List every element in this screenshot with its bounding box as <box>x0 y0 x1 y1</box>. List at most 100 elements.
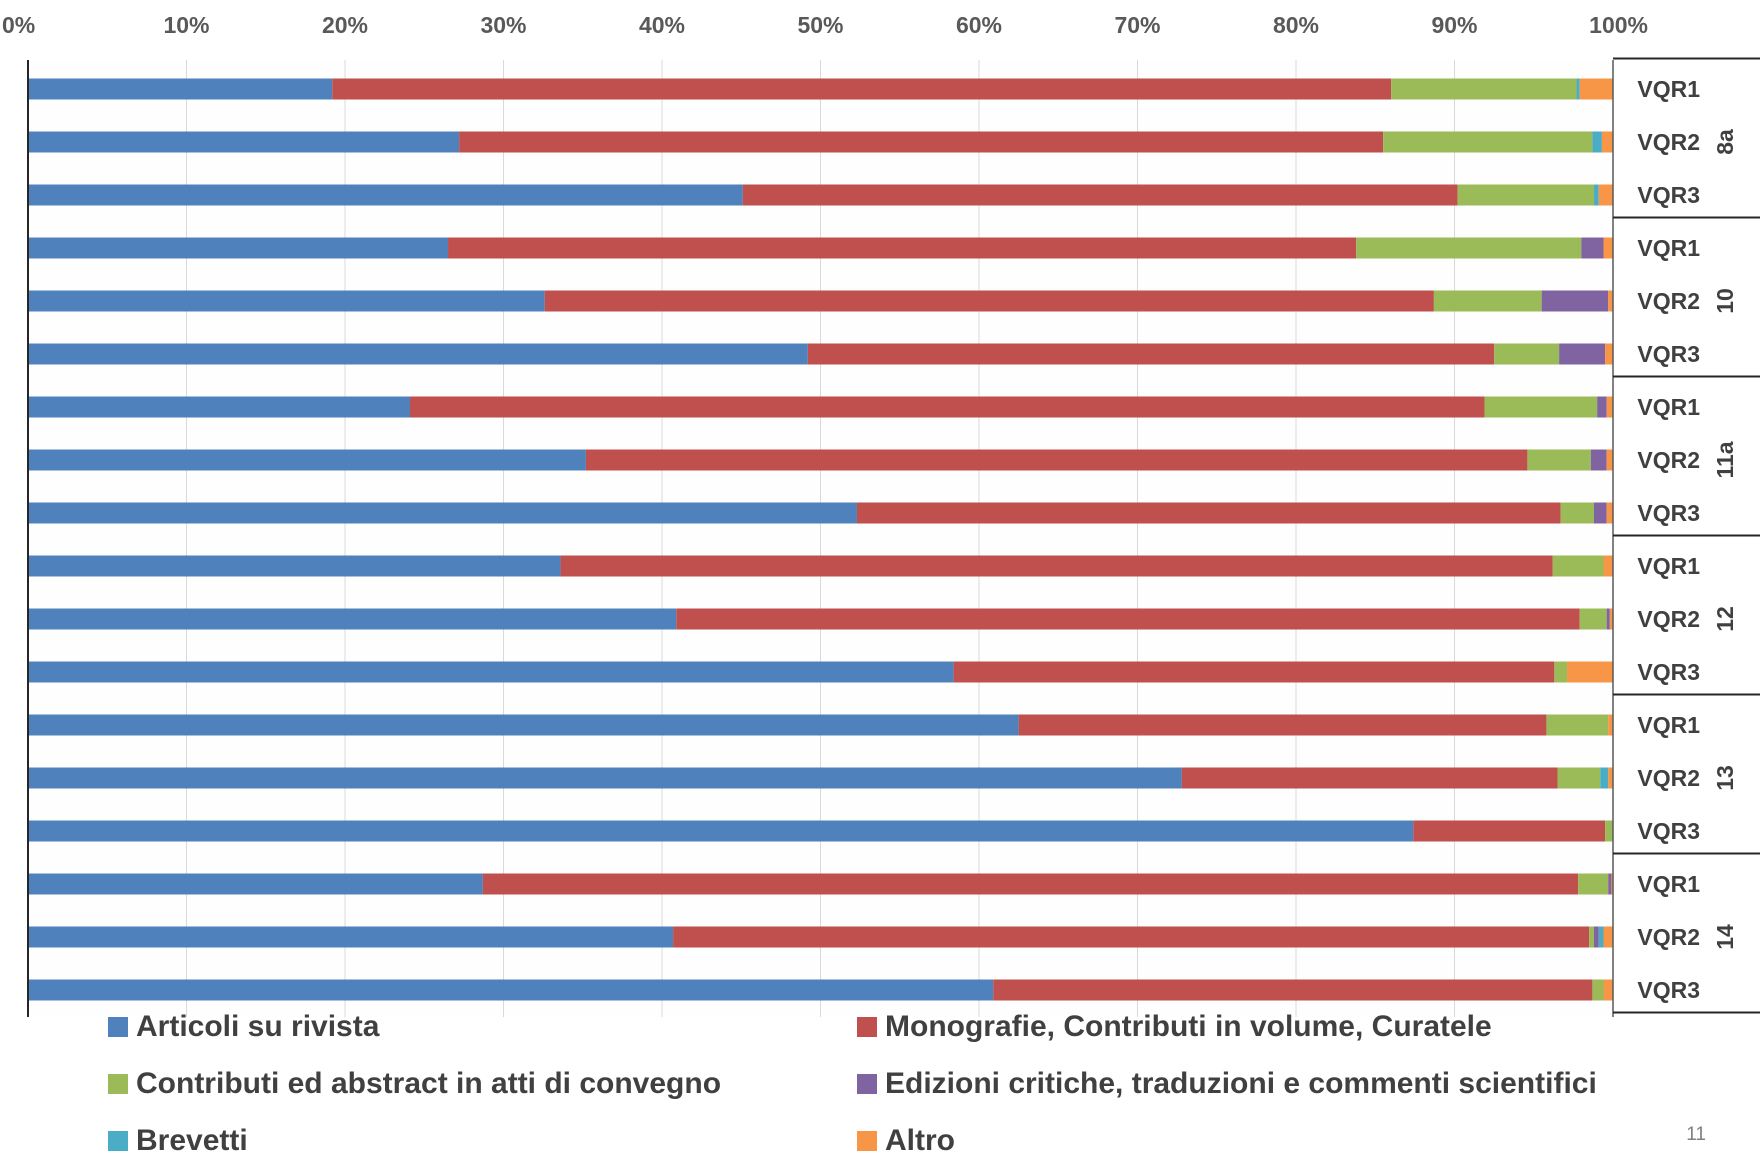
bar-segment <box>1484 396 1598 418</box>
bar-segment <box>1181 767 1558 789</box>
bar-segment <box>1581 237 1604 259</box>
x-tick-label: 0% <box>2 12 35 38</box>
row-label: VQR1 <box>1637 394 1700 420</box>
bar-segment <box>1541 290 1609 312</box>
row-label: VQR2 <box>1637 129 1700 155</box>
bar-segment <box>1592 131 1602 153</box>
bar-segment <box>1598 184 1613 206</box>
legend-swatch <box>857 1017 877 1037</box>
row-label: VQR1 <box>1637 76 1700 102</box>
row-label: VQR2 <box>1637 288 1700 314</box>
bar-segment <box>1609 608 1613 630</box>
row-label: VQR3 <box>1637 818 1700 844</box>
bar-segment <box>1560 502 1594 524</box>
bar-segment <box>1597 396 1607 418</box>
x-tick-label: 50% <box>797 12 843 38</box>
bar-segment <box>1413 820 1606 842</box>
bar-segment <box>28 290 545 312</box>
bar-segment <box>28 396 410 418</box>
bar-segment <box>1546 714 1609 736</box>
bar-segment <box>1603 979 1613 1001</box>
bar-segment <box>1557 767 1601 789</box>
legend-swatch <box>857 1131 877 1151</box>
row-label: VQR3 <box>1637 500 1700 526</box>
bar-segment <box>1605 343 1613 365</box>
bar-segment <box>482 873 1579 895</box>
page-number: 11 <box>1686 1124 1706 1145</box>
bar-segment <box>1606 449 1613 471</box>
group-label: 12 <box>1712 606 1738 632</box>
bar-segment <box>28 237 449 259</box>
bar-segment <box>28 78 333 100</box>
bar-segment <box>1603 555 1613 577</box>
row-labels: VQR1 VQR2 VQR3 VQR1 VQR2 VQR3 VQR1 VQR2 VQR3 VQR1… <box>1637 76 1700 1003</box>
row-label: VQR1 <box>1637 553 1700 579</box>
row-label: VQR2 <box>1637 606 1700 632</box>
bar-segment <box>1598 926 1604 948</box>
bar-segment <box>1356 237 1582 259</box>
bar-segment <box>28 449 586 471</box>
x-axis-tick-labels: 0% 10% 20% 30% 40% 50% 60% 70% 80% 90% 100% <box>2 12 1648 38</box>
bar-segment <box>28 184 743 206</box>
x-tick-label: 40% <box>639 12 685 38</box>
bar-segment <box>28 926 674 948</box>
bar-segment <box>953 661 1555 683</box>
bar-segment <box>28 555 561 577</box>
x-tick-label: 80% <box>1273 12 1319 38</box>
bar-segment <box>448 237 1357 259</box>
bar-segment <box>1567 661 1613 683</box>
bar-segment <box>1554 661 1568 683</box>
bar-segment <box>1608 873 1612 895</box>
bar-segment <box>1391 78 1577 100</box>
bar-segment <box>1611 873 1613 895</box>
axis-lines <box>27 57 1760 1017</box>
bar-segment <box>1603 237 1613 259</box>
group-label: 10 <box>1712 288 1738 314</box>
bar-segment <box>1559 343 1606 365</box>
bar-segment <box>1457 184 1594 206</box>
bar-segment <box>1592 979 1604 1001</box>
bar-segment <box>544 290 1434 312</box>
bar-segment <box>1018 714 1547 736</box>
group-label: 11a <box>1712 441 1738 478</box>
bars <box>28 78 1613 1001</box>
x-tick-label: 100% <box>1589 12 1648 38</box>
bar-segment <box>1593 184 1599 206</box>
bar-segment <box>409 396 1485 418</box>
group-label: 8a <box>1712 129 1738 155</box>
group-label: 14 <box>1712 924 1738 950</box>
row-label: VQR1 <box>1637 235 1700 261</box>
bar-segment <box>28 820 1414 842</box>
row-label: VQR2 <box>1637 924 1700 950</box>
bar-segment <box>1578 873 1609 895</box>
bar-segment <box>1494 343 1560 365</box>
row-label: VQR3 <box>1637 659 1700 685</box>
bar-segment <box>993 979 1593 1001</box>
bar-segment <box>1589 926 1594 948</box>
legend-label: Monografie, Contributi in volume, Curate… <box>885 1010 1492 1043</box>
bar-segment <box>1603 926 1613 948</box>
bar-segment <box>1590 449 1607 471</box>
legend-swatch <box>108 1131 128 1151</box>
bar-segment <box>1608 714 1613 736</box>
bar-segment <box>28 131 460 153</box>
bar-segment <box>332 78 1392 100</box>
legend-swatch <box>108 1017 128 1037</box>
x-tick-label: 30% <box>480 12 526 38</box>
bar-segment <box>1593 926 1599 948</box>
bar-segment <box>1606 608 1610 630</box>
legend-label: Altro <box>885 1124 955 1157</box>
x-tick-label: 90% <box>1431 12 1477 38</box>
bar-segment <box>28 979 994 1001</box>
bar-segment <box>1608 767 1613 789</box>
legend-label: Articoli su rivista <box>136 1010 380 1043</box>
legend-swatch <box>857 1074 877 1094</box>
bar-segment <box>28 502 857 524</box>
group-labels: 8a 10 11a 12 13 14 <box>1712 129 1738 950</box>
bar-segment <box>1600 767 1609 789</box>
bar-segment <box>1608 290 1613 312</box>
x-tick-label: 60% <box>956 12 1002 38</box>
bar-segment <box>1576 78 1580 100</box>
bar-segment <box>673 926 1590 948</box>
bar-segment <box>28 767 1182 789</box>
